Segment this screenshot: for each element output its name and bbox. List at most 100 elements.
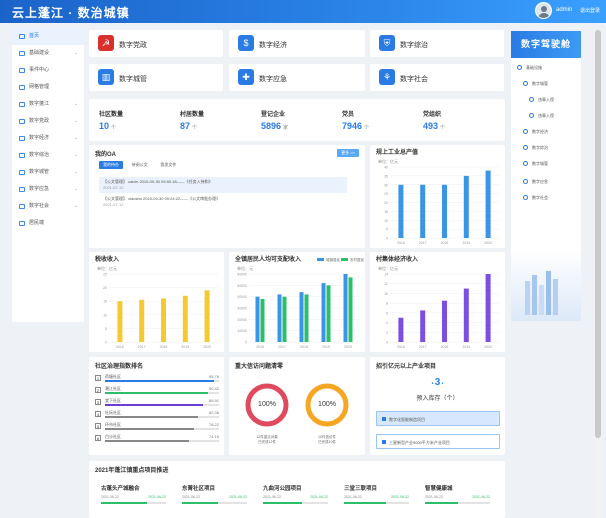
menu-grid-icon (19, 119, 25, 124)
rank-bar (105, 440, 219, 442)
sidebar-item-label: 数字党政 (29, 118, 50, 124)
income-card: 全镇居民人均可支配收入 单位：元 0 10000 20000 30000 40000 5000… (229, 252, 365, 352)
oa-row[interactable]: 【公文管理】 xiaoshu 2015-09-30 09:24:22——《公文审… (103, 196, 221, 207)
document-icon (382, 417, 386, 421)
cockpit-illustration (511, 251, 581, 321)
sidebar-item[interactable]: 首页 (12, 28, 84, 45)
nav-card[interactable]: ✚ 数字应急 (229, 64, 365, 91)
menu-grid-icon (19, 85, 25, 90)
rank-name: 棠下社区 (105, 398, 121, 403)
invest-title: 招引亿元以上产业项目 (376, 364, 437, 370)
invest-item-1[interactable]: 数字化智能制造项目 (376, 411, 500, 426)
tab-to-read[interactable]: 待阅公文 (131, 162, 148, 167)
x-tick-label: 2020 (484, 241, 492, 245)
menu-circle-icon (523, 195, 528, 201)
cockpit-menu-item[interactable]: 数字经济 (523, 129, 548, 135)
project-progress-fill (101, 502, 147, 504)
tab-todo[interactable]: 我的待办 (99, 161, 123, 169)
rank-row: 3 棠下社区 86.91 (95, 398, 219, 410)
scrollbar-thumb[interactable] (595, 30, 601, 438)
sidebar-item[interactable]: 数字蓬江 ⌄ (12, 96, 84, 113)
rank-bar-fill (105, 392, 208, 394)
ring-1-label: 100% (258, 401, 276, 408)
project-card[interactable]: 九曲河公园项目 2021-06-22 2021-06-22 (257, 478, 334, 514)
sidebar-item[interactable]: 数字城管 ⌄ (12, 164, 84, 181)
nav-card[interactable]: ⚘ 数字社会 (370, 64, 504, 91)
menu-circle-icon (523, 129, 528, 135)
chevron-down-icon: ⌄ (73, 135, 78, 141)
bar (182, 295, 188, 342)
chart-ylabel: 单位：亿元 (97, 265, 117, 271)
cockpit-menu-item[interactable]: 数字社会 (523, 195, 548, 201)
money-bag-icon: $ (238, 35, 254, 51)
shield-icon: ⛨ (379, 35, 395, 51)
project-start: 2021-06-22 (101, 495, 119, 499)
tab-sent[interactable]: 我发文件 (160, 162, 177, 167)
avatar[interactable] (535, 2, 552, 19)
cockpit-menu-item[interactable]: 违章入侵 (529, 113, 554, 119)
invest-item-2[interactable]: 三星新型产业9000平方米产业项目 (376, 434, 500, 449)
sidebar-item-label: 网格管理 (29, 84, 50, 90)
x-tick-label: 2017 (278, 345, 286, 349)
oa-card: 我的OA 更多 >> 我的待办 待阅公文 我发文件 【公文管理】 caixin … (89, 145, 365, 248)
oa-row[interactable]: 【公文管理】 caixin 2015-09-30 09:50:18——《任务入待… (99, 177, 347, 193)
sidebar-item[interactable]: 网格管理 (12, 79, 84, 96)
project-card[interactable]: 三堂三联项目 2021-06-22 2021-06-22 (338, 478, 415, 514)
nav-card[interactable]: ▥ 数字城管 (89, 64, 223, 91)
nav-card-label: 数字党政 (119, 42, 147, 49)
sidebar-item[interactable]: 数字应急 ⌄ (12, 181, 84, 198)
stat-label: 登记企业 (261, 112, 286, 118)
y-tick-label: 5 (386, 228, 388, 232)
y-tick-label: 6 (386, 311, 388, 315)
sidebar-item[interactable]: 基础建设 ⌄ (12, 45, 84, 62)
nav-card[interactable]: $ 数字经济 (229, 30, 365, 57)
cockpit-menu-item[interactable]: 数字城管 (523, 161, 548, 167)
menu-circle-icon (529, 113, 534, 119)
chevron-down-icon: ⌄ (73, 186, 78, 192)
cockpit-menu-item[interactable]: 数字综治 (523, 145, 548, 151)
menu-circle-icon (523, 145, 528, 151)
bar (463, 288, 469, 342)
cockpit-menu-item[interactable]: 数字城管 (523, 81, 548, 87)
cockpit-menu-item[interactable]: 基础设施 (517, 65, 542, 71)
chart-title: 规上工业总产值 (376, 148, 418, 156)
sidebar-item[interactable]: 数字经济 ⌄ (12, 130, 84, 147)
project-card[interactable]: 东菁社区项目 2021-06-22 2021-06-22 (176, 478, 253, 514)
sidebar-item[interactable]: 数字党政 ⌄ (12, 113, 84, 130)
stat-item: 登记企业 5896 家 (256, 104, 321, 137)
chevron-down-icon: ⌄ (73, 118, 78, 124)
stats-panel (89, 99, 505, 141)
logout-link[interactable]: 退出登录 (580, 8, 601, 14)
project-card[interactable]: 智慧健康城 2021-06-22 2021-06-22 (419, 478, 496, 514)
chevron-down-icon: ⌄ (73, 169, 78, 175)
sidebar-item[interactable]: 数字社会 ⌄ (12, 198, 84, 215)
project-name: 九曲河公园项目 (263, 486, 302, 492)
sidebar-item-label: 数字蓬江 (29, 101, 50, 107)
rank-bar (105, 380, 219, 382)
y-tick-label: 12 (384, 282, 388, 286)
nav-card[interactable]: ⛨ 数字综治 (370, 30, 504, 57)
username[interactable]: admin (556, 7, 573, 13)
nav-card[interactable]: ☭ 数字党政 (89, 30, 223, 57)
ring-2-caption: 10件信访件 已完成10件 (318, 435, 336, 444)
sidebar-item[interactable]: 事件中心 (12, 62, 84, 79)
project-card[interactable]: 古蓬头产城融合 2021-06-22 2021-06-22 (95, 478, 172, 514)
cockpit-menu-item[interactable]: 违章入侵 (529, 97, 554, 103)
cockpit-menu-item[interactable]: 数字应急 (523, 179, 548, 185)
page-scrollbar[interactable] (594, 28, 602, 518)
sidebar-item-label: 首页 (29, 33, 40, 39)
bar (420, 310, 426, 342)
sidebar-item[interactable]: 数字综治 ⌄ (12, 147, 84, 164)
y-tick-label: 10 (103, 313, 107, 317)
menu-grid-icon (19, 51, 25, 56)
bar (299, 292, 304, 342)
x-tick-label: 2019 (462, 345, 470, 349)
y-tick-label: 8 (386, 302, 388, 306)
bar (326, 285, 331, 342)
sidebar-item[interactable]: 居民端 (12, 215, 84, 232)
x-tick-label: 2019 (181, 345, 189, 349)
y-tick-label: 14 (384, 273, 388, 277)
x-tick-label: 2017 (419, 241, 427, 245)
oa-more-button[interactable]: 更多 >> (337, 149, 359, 157)
